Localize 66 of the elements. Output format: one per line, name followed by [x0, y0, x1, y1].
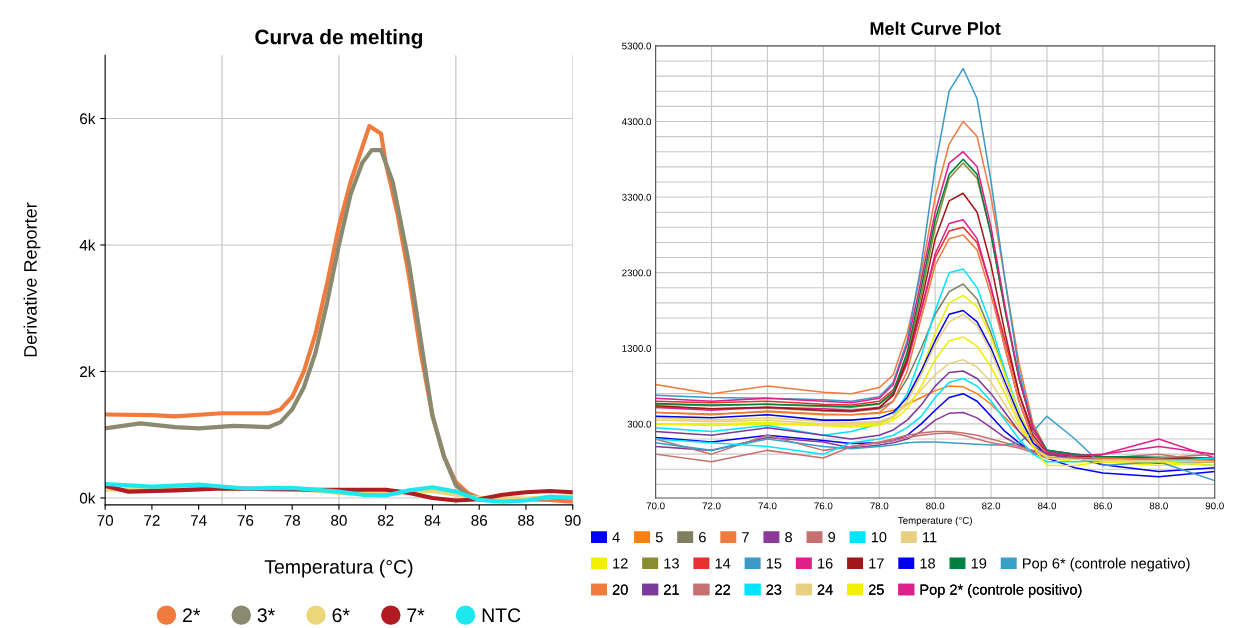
x-tick-label: 70	[97, 515, 114, 526]
x-tick-label: 90.0	[1205, 502, 1224, 510]
y-tick-label: 300.0	[627, 420, 652, 428]
legend-label: 4	[612, 532, 620, 543]
y-tick-label: 0k	[79, 492, 96, 504]
legend-label: 6*	[332, 608, 350, 623]
x-tick-label: 80.0	[926, 502, 945, 510]
y-axis-title: Derivative Reporter	[23, 202, 41, 357]
x-tick-label: 86	[471, 515, 488, 526]
x-tick-label: 78	[284, 515, 301, 526]
legend-label: 7	[742, 532, 749, 543]
x-tick-label: 80	[331, 515, 347, 526]
legend-label: 15	[766, 558, 782, 569]
x-tick-label: 88	[518, 515, 534, 526]
legend-label: 22	[715, 584, 731, 595]
x-axis-title: Temperature (°C)	[898, 516, 972, 526]
x-tick-label: 76.0	[814, 502, 833, 510]
y-tick-label: 2k	[80, 365, 96, 378]
legend-label: 9	[828, 532, 836, 543]
x-tick-label: 88.0	[1149, 502, 1168, 510]
chart-title: Curva de melting	[255, 29, 423, 49]
legend-label: 19	[971, 558, 987, 569]
legend-label: 2*	[183, 608, 201, 622]
x-tick-label: 76	[237, 515, 254, 526]
x-tick-label: 82.0	[982, 502, 1001, 510]
legend-label: 24	[817, 584, 833, 595]
legend-label: 21	[664, 584, 679, 595]
legend-label: 20	[612, 584, 628, 595]
legend-label: 25	[868, 584, 884, 595]
x-axis-title: Temperatura (°C)	[264, 559, 413, 578]
legend-label: 5	[655, 532, 663, 543]
legend-label: Pop 2* (controle positivo)	[920, 584, 1082, 598]
legend-label: 10	[871, 532, 887, 543]
x-tick-label: 70.0	[646, 502, 665, 510]
x-tick-label: 84	[424, 515, 441, 526]
y-tick-label: 4300.0	[621, 118, 652, 126]
x-tick-label: 90	[564, 515, 581, 526]
x-tick-label: 86.0	[1093, 502, 1112, 510]
legend-label: 14	[715, 558, 731, 569]
x-tick-label: 78.0	[870, 502, 889, 510]
legend-label: 8	[785, 532, 793, 543]
legend-label: 13	[664, 558, 679, 569]
legend-label: 12	[613, 558, 628, 569]
chart-title: Melt Curve Plot	[870, 21, 1001, 35]
x-tick-label: 72.0	[702, 502, 721, 510]
legend-label: 7*	[407, 608, 425, 622]
y-tick-label: 5300.0	[622, 42, 652, 50]
x-tick-label: 84.0	[1037, 502, 1057, 510]
x-tick-label: 72	[144, 515, 160, 526]
y-tick-label: 1300.0	[622, 345, 652, 352]
legend-label: NTC	[482, 608, 521, 623]
y-tick-label: 4k	[79, 239, 96, 251]
legend-label: 17	[869, 558, 884, 569]
legend-label: 16	[818, 558, 833, 569]
legend-label: 11	[923, 532, 937, 543]
legend-label: 6	[699, 532, 706, 543]
legend-label: 23	[766, 584, 782, 595]
legend-label: 18	[920, 558, 935, 569]
x-tick-label: 74.0	[758, 502, 777, 510]
x-tick-label: 74	[190, 515, 207, 526]
y-tick-label: 2300.0	[622, 269, 652, 277]
y-tick-label: 3300.0	[622, 193, 652, 201]
legend-label: Pop 6* (controle negativo)	[1023, 557, 1190, 572]
x-tick-label: 82	[377, 515, 394, 526]
legend-label: 3*	[257, 608, 275, 623]
y-tick-label: 6k	[80, 112, 96, 125]
